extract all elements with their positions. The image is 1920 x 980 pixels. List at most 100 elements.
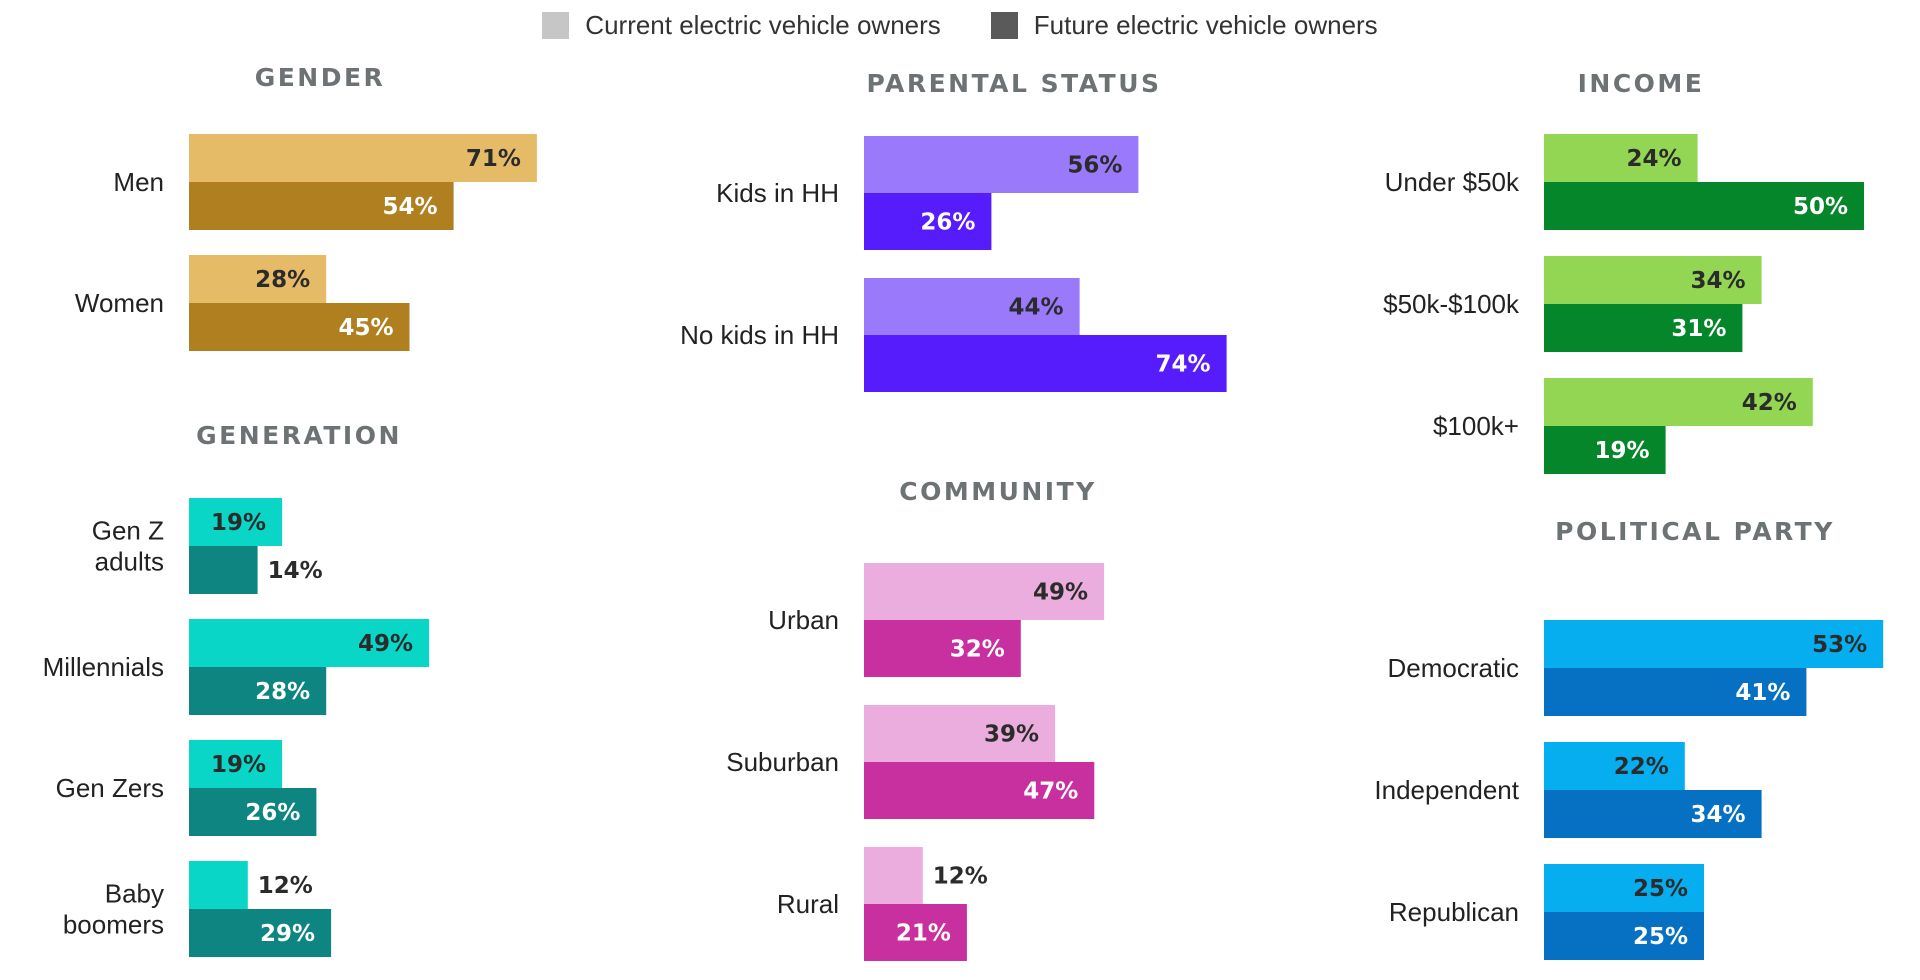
bar-future-50k-100k: [1544, 304, 1743, 352]
value-current-independent: 22%: [1614, 754, 1669, 780]
panel-title: POLITICAL PARTY: [1555, 517, 1835, 546]
bar-future-gen-z-adults: [189, 546, 258, 594]
panel-gender: GENDER Men 71% 54% Women 28% 45%: [75, 63, 537, 351]
bar-current-50k-100k: [1544, 256, 1762, 304]
panel-parental-status: PARENTAL STATUS Kids in HH 56% 26% No kids i…: [680, 69, 1227, 392]
value-current-50k-100k: 34%: [1691, 268, 1746, 294]
value-future-millennials: 28%: [255, 679, 310, 705]
legend-item-current: Current electric vehicle owners: [542, 10, 941, 41]
value-current-urban: 49%: [1033, 580, 1088, 606]
bar-current-democratic: [1544, 620, 1884, 668]
category-label: Suburban: [726, 747, 839, 777]
bar-future-women: [189, 303, 410, 351]
value-future-no-kids-in-hh: 74%: [1156, 352, 1211, 378]
category-label: Men: [113, 167, 164, 197]
value-current-baby-boomers: 12%: [258, 873, 313, 899]
category-label: Women: [75, 288, 164, 318]
value-current-gen-zers: 19%: [211, 752, 266, 778]
bar-future-republican: [1544, 912, 1704, 960]
bar-current-women: [189, 255, 327, 303]
category-label: Republican: [1389, 897, 1519, 927]
value-current-kids-in-hh: 56%: [1067, 153, 1122, 179]
bar-current-rural: [864, 847, 923, 904]
bar-current-suburban: [864, 705, 1056, 762]
value-future-kids-in-hh: 26%: [920, 210, 975, 236]
category-label: Gen Zers: [56, 773, 164, 803]
panel-title: INCOME: [1578, 69, 1705, 98]
category-label: $50k-$100k: [1383, 289, 1520, 319]
bar-current-men: [189, 134, 537, 182]
value-current-gen-z-adults: 19%: [211, 510, 266, 536]
bar-future-men: [189, 182, 454, 230]
category-label: Baby boomers: [63, 879, 164, 940]
value-future-women: 45%: [338, 315, 393, 341]
category-label: Millennials: [43, 652, 164, 682]
value-future-urban: 32%: [950, 637, 1005, 663]
category-label: Democratic: [1388, 653, 1519, 683]
value-current-men: 71%: [466, 146, 521, 172]
legend-swatch-future: [990, 12, 1018, 39]
bar-future-rural: [864, 904, 967, 961]
category-label: Kids in HH: [716, 178, 839, 208]
bar-current-millennials: [189, 619, 430, 667]
value-future-under-50k: 50%: [1793, 194, 1848, 220]
panel-political-party: POLITICAL PARTY Democratic 53% 41% Independe…: [1374, 517, 1884, 960]
bar-future-100k: [1544, 426, 1666, 474]
category-label: Rural: [777, 889, 839, 919]
bar-future-baby-boomers: [189, 909, 332, 957]
value-current-rural: 12%: [933, 864, 988, 890]
value-current-democratic: 53%: [1812, 632, 1867, 658]
panel-title: PARENTAL STATUS: [866, 69, 1161, 98]
value-future-gen-zers: 26%: [245, 800, 300, 826]
bar-future-no-kids-in-hh: [864, 335, 1227, 392]
value-current-republican: 25%: [1633, 876, 1688, 902]
category-label: Urban: [768, 605, 839, 635]
bar-future-democratic: [1544, 668, 1807, 716]
value-future-baby-boomers: 29%: [260, 921, 315, 947]
bar-future-independent: [1544, 790, 1762, 838]
bar-current-kids-in-hh: [864, 136, 1139, 193]
value-future-gen-z-adults: 14%: [268, 558, 323, 584]
category-label: $100k+: [1433, 411, 1519, 441]
value-future-rural: 21%: [896, 921, 951, 947]
value-current-suburban: 39%: [984, 722, 1039, 748]
bar-current-under-50k: [1544, 134, 1698, 182]
bar-current-gen-zers: [189, 740, 283, 788]
bar-current-urban: [864, 563, 1105, 620]
category-label: Under $50k: [1385, 167, 1520, 197]
value-current-under-50k: 24%: [1627, 146, 1682, 172]
bar-future-kids-in-hh: [864, 193, 992, 250]
panel-title: COMMUNITY: [899, 477, 1097, 506]
legend-swatch-current: [542, 12, 570, 39]
bar-future-under-50k: [1544, 182, 1864, 230]
bar-current-baby-boomers: [189, 861, 248, 909]
legend-item-future: Future electric vehicle owners: [990, 10, 1378, 41]
value-future-men: 54%: [383, 194, 438, 220]
value-future-suburban: 47%: [1023, 779, 1078, 805]
bar-future-urban: [864, 620, 1021, 677]
category-label: Independent: [1374, 775, 1519, 805]
bar-future-suburban: [864, 762, 1095, 819]
value-future-independent: 34%: [1691, 802, 1746, 828]
bar-current-republican: [1544, 864, 1704, 912]
legend: Current electric vehicle owners Future e…: [0, 10, 1920, 41]
value-current-100k: 42%: [1742, 390, 1797, 416]
bar-current-independent: [1544, 742, 1685, 790]
value-future-50k-100k: 31%: [1671, 316, 1726, 342]
panel-community: COMMUNITY Urban 49% 32% Suburban 39% 47% Rural 1…: [726, 477, 1105, 961]
bar-future-gen-zers: [189, 788, 317, 836]
panel-title: GENDER: [255, 63, 386, 92]
legend-label-future: Future electric vehicle owners: [1033, 10, 1378, 40]
bar-current-gen-z-adults: [189, 498, 283, 546]
value-current-women: 28%: [255, 267, 310, 293]
value-future-democratic: 41%: [1735, 680, 1790, 706]
bar-future-millennials: [189, 667, 327, 715]
value-current-no-kids-in-hh: 44%: [1009, 295, 1064, 321]
value-future-republican: 25%: [1633, 924, 1688, 950]
panel-title: GENERATION: [196, 421, 402, 450]
value-current-millennials: 49%: [358, 631, 413, 657]
